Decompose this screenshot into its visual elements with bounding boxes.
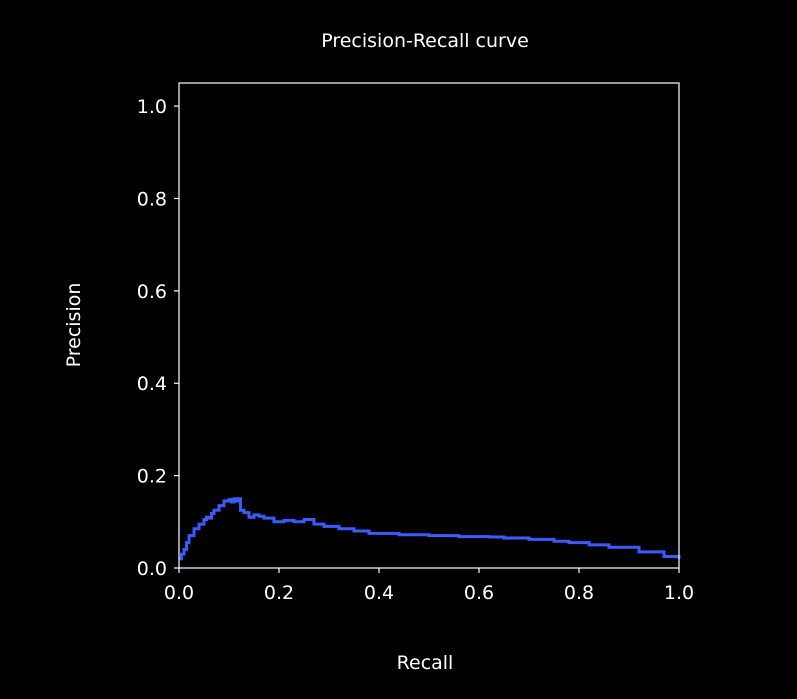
y-tick-label: 0.4 <box>137 373 167 395</box>
x-tick-label: 0.6 <box>464 582 494 604</box>
series-line-0 <box>179 497 681 561</box>
y-tick-label: 0.8 <box>137 188 167 210</box>
y-tick-label: 0.6 <box>137 281 167 303</box>
x-tick-label: 0.4 <box>364 582 394 604</box>
y-tick-label: 0.0 <box>137 558 167 580</box>
chart-title: Precision-Recall curve <box>321 30 529 52</box>
plot-layer: 0.0 0.2 0.4 0.6 0.8 1.0 0.0 0.2 0.4 0.6 0.8 1.0 <box>137 82 694 604</box>
x-tick-label: 0.2 <box>264 582 294 604</box>
y-tick-label: 1.0 <box>137 96 167 118</box>
x-axis-title: Recall <box>397 652 454 674</box>
x-tick-label: 1.0 <box>664 582 694 604</box>
plot-frame <box>178 82 680 569</box>
x-tick-label: 0.0 <box>164 582 194 604</box>
x-tick-label: 0.8 <box>564 582 594 604</box>
y-tick-label: 0.2 <box>137 466 167 488</box>
y-axis-title: Precision <box>63 283 85 368</box>
